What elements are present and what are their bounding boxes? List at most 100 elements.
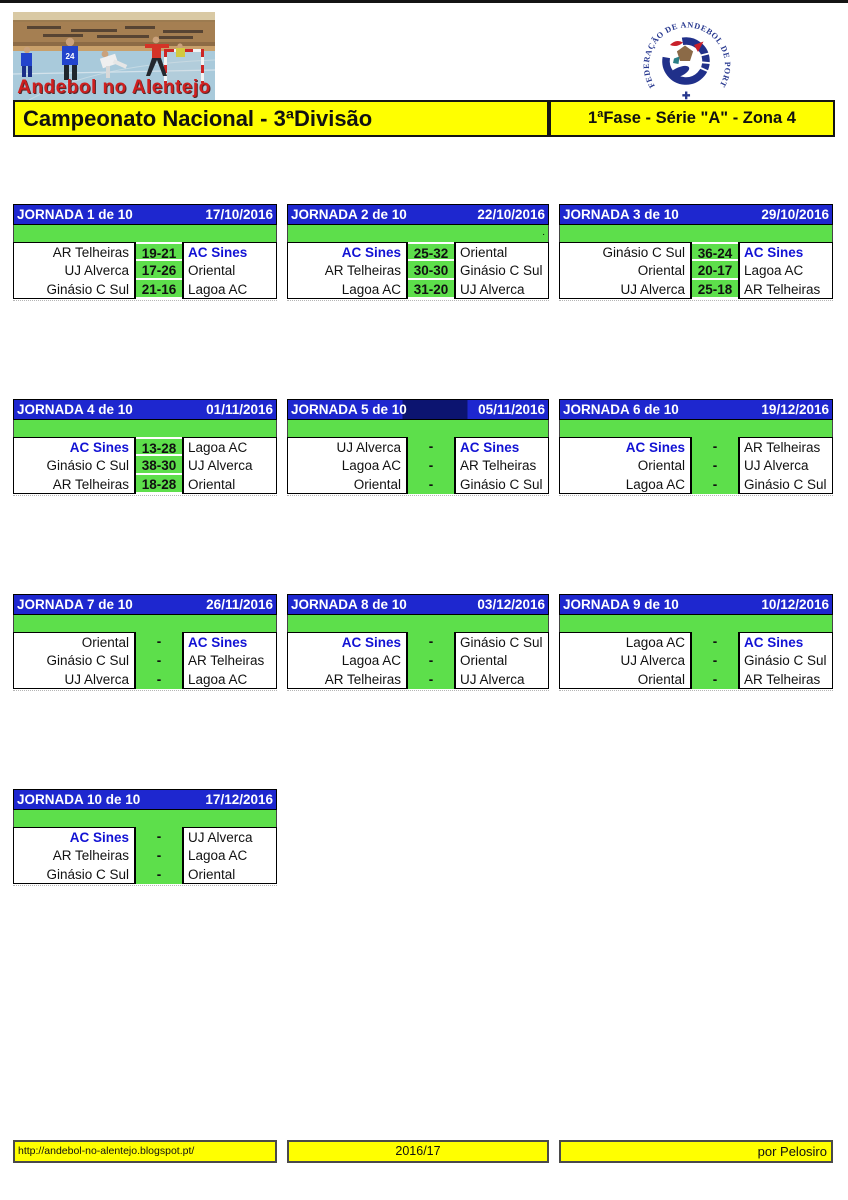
jornada-table: JORNADA 7 de 10 26/11/2016 Oriental - AC… [13, 594, 277, 691]
jornada-green-band [287, 420, 549, 437]
match-row: Lagoa AC - Oriental [287, 651, 549, 670]
match-score: - [408, 670, 454, 689]
footer-season: 2016/17 [287, 1140, 549, 1163]
match-row: AC Sines 25-32 Oriental [287, 242, 549, 261]
home-team-name: Ginásio C Sul [13, 456, 136, 475]
match-row: Ginásio C Sul - Oriental [13, 865, 277, 884]
jornada-date: 17/12/2016 [205, 792, 273, 807]
away-team-name: Oriental [182, 475, 277, 494]
match-row: UJ Alverca - AC Sines [287, 437, 549, 456]
jornada-date: 01/11/2016 [206, 402, 273, 417]
match-row: UJ Alverca - Lagoa AC [13, 670, 277, 689]
home-team-name: AC Sines [13, 827, 136, 846]
match-row: UJ Alverca - Ginásio C Sul [559, 651, 833, 670]
away-team-name: Ginásio C Sul [738, 475, 833, 494]
away-team-name: Lagoa AC [182, 437, 277, 456]
jornada-label: JORNADA 1 de 10 [17, 207, 133, 222]
jornada-date: 03/12/2016 [477, 597, 545, 612]
home-team-name: Lagoa AC [287, 651, 408, 670]
away-team-name: Lagoa AC [738, 261, 833, 280]
match-score: 25-18 [692, 280, 738, 299]
home-team-name: Oriental [559, 456, 692, 475]
away-team-name: AR Telheiras [738, 670, 833, 689]
match-score: - [408, 456, 454, 475]
handball-court-photo-icon: 24 [13, 12, 215, 100]
jornada-header: JORNADA 9 de 10 10/12/2016 [559, 594, 833, 615]
match-score: 17-26 [136, 261, 182, 280]
jornada-header: JORNADA 10 de 10 17/12/2016 [13, 789, 277, 810]
jornada-date: 17/10/2016 [205, 207, 273, 222]
jornada-label: JORNADA 4 de 10 [17, 402, 133, 417]
away-team-name: Ginásio C Sul [454, 261, 549, 280]
match-score: - [692, 475, 738, 494]
footer-url-link[interactable]: http://andebol-no-alentejo.blogspot.pt/ [13, 1140, 277, 1163]
match-row: Oriental 20-17 Lagoa AC [559, 261, 833, 280]
away-team-name: Oriental [182, 865, 277, 884]
match-row: AR Telheiras - Lagoa AC [13, 846, 277, 865]
match-score: 30-30 [408, 261, 454, 280]
home-team-name: AR Telheiras [13, 475, 136, 494]
home-team-name: AC Sines [559, 437, 692, 456]
match-score: - [692, 651, 738, 670]
jornada-date: 10/12/2016 [761, 597, 829, 612]
away-team-name: UJ Alverca [454, 670, 549, 689]
jornada-green-band [559, 420, 833, 437]
title-banner: Campeonato Nacional - 3ªDivisão 1ªFase -… [13, 100, 835, 137]
away-team-name: AC Sines [454, 437, 549, 456]
federation-ring-text: FEDERAÇÃO DE ANDEBOL DE PORTUGAL [631, 0, 732, 89]
match-score: 25-32 [408, 242, 454, 261]
match-row: Oriental - Ginásio C Sul [287, 475, 549, 494]
match-score: 20-17 [692, 261, 738, 280]
home-team-name: UJ Alverca [559, 651, 692, 670]
hero-photo: 24 Andebol no Alentejo [13, 12, 215, 100]
match-score: - [136, 865, 182, 884]
match-row: AR Telheiras 30-30 Ginásio C Sul [287, 261, 549, 280]
jornada-header: JORNADA 1 de 10 17/10/2016 [13, 204, 277, 225]
jornada-table: JORNADA 6 de 10 19/12/2016 AC Sines - AR… [559, 399, 833, 496]
away-team-name: Oriental [454, 242, 549, 261]
match-row: AR Telheiras 19-21 AC Sines [13, 242, 277, 261]
match-row: Oriental - AC Sines [13, 632, 277, 651]
home-team-name: UJ Alverca [13, 261, 136, 280]
jornada-date: 22/10/2016 [477, 207, 545, 222]
logo-cross-icon: ✚ [682, 91, 691, 102]
federation-logo-icon: FEDERAÇÃO DE ANDEBOL DE PORTUGAL ✚ [631, 0, 732, 102]
match-score: - [136, 846, 182, 865]
jornada-table: JORNADA 4 de 10 01/11/2016 AC Sines 13-2… [13, 399, 277, 496]
away-team-name: Lagoa AC [182, 670, 277, 689]
jornada-green-band [287, 615, 549, 632]
match-score: - [408, 475, 454, 494]
jornada-green-band [13, 420, 277, 437]
footer-credit: por Pelosiro [559, 1140, 833, 1163]
away-team-name: Lagoa AC [182, 280, 277, 299]
match-row: Lagoa AC - AR Telheiras [287, 456, 549, 475]
jornadas-grid: JORNADA 1 de 10 17/10/2016 AR Telheiras … [13, 204, 835, 886]
match-row: Ginásio C Sul - AR Telheiras [13, 651, 277, 670]
home-team-name: AC Sines [13, 437, 136, 456]
jornada-green-band [559, 615, 833, 632]
page-title: Campeonato Nacional - 3ªDivisão [13, 100, 549, 137]
match-score: - [136, 632, 182, 651]
players-icon: 24 [21, 36, 185, 80]
jornada-table: JORNADA 2 de 10 22/10/2016 . AC Sines 25… [287, 204, 549, 301]
away-team-name: AR Telheiras [738, 280, 833, 299]
match-score: - [408, 632, 454, 651]
home-team-name: AR Telheiras [13, 242, 136, 261]
match-row: AC Sines - UJ Alverca [13, 827, 277, 846]
away-team-name: Ginásio C Sul [454, 475, 549, 494]
home-team-name: Ginásio C Sul [13, 651, 136, 670]
home-team-name: Lagoa AC [287, 280, 408, 299]
jornada-header: JORNADA 4 de 10 01/11/2016 [13, 399, 277, 420]
jornada-label: JORNADA 8 de 10 [291, 597, 407, 612]
match-row: Ginásio C Sul 21-16 Lagoa AC [13, 280, 277, 299]
jornada-green-band [13, 810, 277, 827]
home-team-name: Ginásio C Sul [13, 280, 136, 299]
jornada-table: JORNADA 5 de 10 05/11/2016 UJ Alverca - … [287, 399, 549, 496]
away-team-name: Lagoa AC [182, 846, 277, 865]
away-team-name: AR Telheiras [182, 651, 277, 670]
jornada-date: 29/10/2016 [761, 207, 829, 222]
jornada-label: JORNADA 7 de 10 [17, 597, 133, 612]
home-team-name: Oriental [559, 670, 692, 689]
away-team-name: UJ Alverca [182, 456, 277, 475]
match-score: - [692, 670, 738, 689]
